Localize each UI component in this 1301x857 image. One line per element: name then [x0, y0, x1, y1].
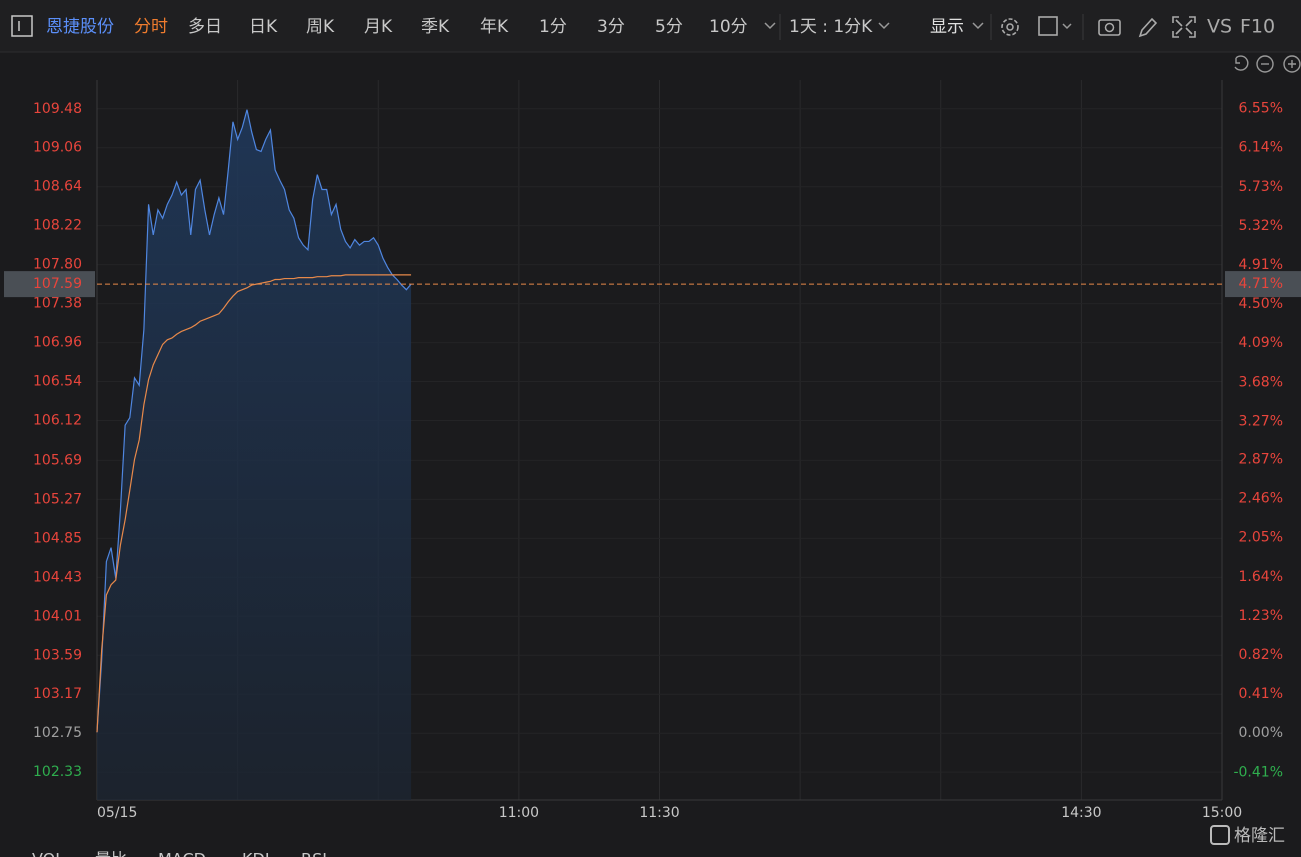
y-tick-label: 108.64 — [33, 179, 82, 195]
f10-button[interactable]: F10 — [1240, 16, 1275, 38]
y-tick-label: 106.12 — [33, 413, 82, 429]
y2-tick-label: 5.32% — [1239, 218, 1283, 234]
y2-tick-label: 0.41% — [1239, 686, 1283, 702]
tab[interactable]: 日K — [249, 17, 278, 37]
panel-icon[interactable] — [11, 15, 33, 37]
zoom-out-icon[interactable] — [1256, 55, 1274, 73]
y-tick-label: 104.85 — [33, 530, 82, 546]
camera-icon[interactable] — [1098, 19, 1121, 36]
tab[interactable]: 周K — [306, 17, 335, 37]
zoom-in-plus — [1288, 60, 1296, 68]
zoom-in-icon[interactable] — [1283, 55, 1301, 73]
indicator-tabs: VOL 量比 MACD KDJ RSI — [32, 850, 327, 857]
tab[interactable]: 10分 — [709, 17, 748, 37]
tab[interactable]: 分时 — [134, 17, 168, 37]
x-tick-label: 15:00 — [1202, 805, 1242, 821]
y-tick-label: 104.01 — [33, 608, 82, 624]
last-change-box — [1225, 271, 1301, 298]
reset-icon[interactable] — [1234, 55, 1249, 71]
y-tick-label: 103.59 — [33, 647, 82, 663]
watermark-logo — [1210, 825, 1230, 845]
dropdown-arrow — [764, 22, 776, 30]
last-change-label: 4.71% — [1239, 276, 1283, 292]
x-tick-label: 11:30 — [639, 805, 679, 821]
y2-tick-label: 4.91% — [1239, 257, 1283, 273]
y-tick-label: 106.54 — [33, 374, 82, 390]
x-tick-label: 14:30 — [1061, 805, 1101, 821]
indicator-tab[interactable]: MACD — [158, 850, 206, 857]
y2-tick-label: 3.68% — [1239, 374, 1283, 390]
watermark: 格隆汇 — [1234, 826, 1285, 846]
indicator-tab[interactable]: VOL — [32, 850, 64, 857]
y2-tick-label: 1.64% — [1239, 569, 1283, 585]
tab[interactable]: 月K — [364, 17, 393, 37]
y2-tick-label: 0.82% — [1239, 647, 1283, 663]
tab[interactable]: 5分 — [655, 17, 683, 37]
price-area — [97, 109, 412, 800]
stock-name[interactable]: 恩捷股份 — [46, 17, 114, 37]
tab-group: 分时 多日 日K 周K 月K 季K 年K 1分 3分 5分 10分 — [134, 17, 748, 37]
tab[interactable]: 季K — [421, 17, 450, 37]
y-tick-label: 102.33 — [33, 764, 82, 780]
y-tick-label: 102.75 — [33, 725, 82, 741]
y-tick-label: 108.22 — [33, 218, 82, 234]
y-tick-label: 106.96 — [33, 335, 82, 351]
vs-button[interactable]: VS — [1207, 16, 1232, 38]
draw-icon[interactable] — [1138, 17, 1158, 38]
y-tick-label: 104.43 — [33, 569, 82, 585]
x-tick-label: 11:00 — [499, 805, 539, 821]
settings-icon-core — [1006, 23, 1014, 31]
dropdown-arrow — [1062, 23, 1072, 30]
y2-tick-label: 0.00% — [1239, 725, 1283, 741]
fullscreen-icon[interactable] — [1172, 16, 1196, 38]
y2-tick-label: 4.09% — [1239, 335, 1283, 351]
indicator-tab[interactable]: KDJ — [242, 850, 270, 857]
layout-icon[interactable] — [1038, 16, 1058, 36]
y-tick-label: 103.17 — [33, 686, 82, 702]
tab[interactable]: 多日 — [188, 17, 222, 37]
average-line — [96, 274, 412, 733]
y2-tick-label: 2.05% — [1239, 530, 1283, 546]
price-line — [96, 109, 412, 733]
y2-tick-label: -0.41% — [1233, 764, 1283, 780]
period-select[interactable]: 1天 : 1分K — [789, 17, 873, 37]
y2-tick-label: 2.87% — [1239, 452, 1283, 468]
y-tick-label: 105.69 — [33, 452, 82, 468]
y2-tick-label: 6.55% — [1239, 101, 1283, 117]
toolbar — [0, 0, 1301, 52]
tab[interactable]: 3分 — [597, 17, 625, 37]
y-tick-label: 105.27 — [33, 491, 82, 507]
settings-icon[interactable] — [1001, 18, 1019, 36]
camera-lens — [1104, 22, 1115, 33]
y2-tick-label: 3.27% — [1239, 413, 1283, 429]
tab[interactable]: 1分 — [539, 17, 567, 37]
y2-tick-label: 2.46% — [1239, 491, 1283, 507]
y2-tick-label: 6.14% — [1239, 140, 1283, 156]
indicator-tab[interactable]: 量比 — [95, 850, 127, 857]
dropdown-arrow — [878, 22, 890, 30]
dropdown-arrow — [972, 22, 984, 30]
x-tick-label: 05/15 — [97, 805, 137, 821]
y-tick-label: 109.48 — [33, 101, 82, 117]
display-select[interactable]: 显示 — [930, 17, 964, 37]
y2-tick-label: 1.23% — [1239, 608, 1283, 624]
last-price-label: 107.59 — [33, 276, 82, 292]
plot: 05/15 11:00 11:30 14:30 15:00 109.48 109.06 108… — [4, 80, 1301, 821]
last-price-box — [4, 271, 95, 298]
y2-tick-label: 4.50% — [1239, 296, 1283, 312]
y-tick-label: 107.80 — [33, 257, 82, 273]
indicator-tab[interactable]: RSI — [301, 850, 327, 857]
tab[interactable]: 年K — [480, 17, 509, 37]
y-tick-label: 109.06 — [33, 140, 82, 156]
y2-tick-label: 5.73% — [1239, 179, 1283, 195]
y-tick-label: 107.38 — [33, 296, 82, 312]
